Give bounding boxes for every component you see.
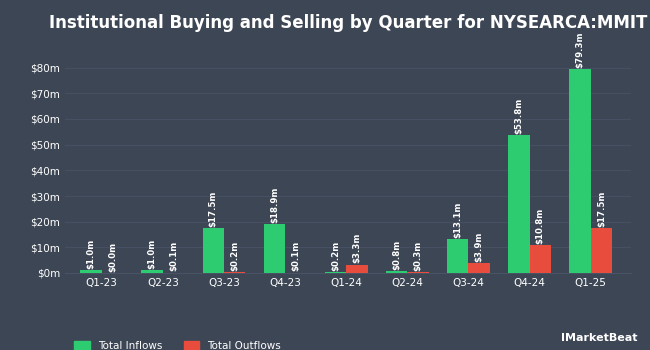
Bar xyxy=(346,265,368,273)
Text: $17.5m: $17.5m xyxy=(597,190,606,227)
Bar xyxy=(203,228,224,273)
Bar xyxy=(408,272,429,273)
Text: $10.8m: $10.8m xyxy=(536,208,545,244)
Bar xyxy=(530,245,551,273)
Text: $1.0m: $1.0m xyxy=(148,239,157,269)
Legend: Total Inflows, Total Outflows: Total Inflows, Total Outflows xyxy=(70,337,285,350)
Bar xyxy=(81,271,101,273)
Text: $0.3m: $0.3m xyxy=(413,241,423,271)
Text: ⅠMarketBeat: ⅠMarketBeat xyxy=(560,333,637,343)
Text: $18.9m: $18.9m xyxy=(270,187,279,223)
Bar xyxy=(469,263,490,273)
Text: $79.3m: $79.3m xyxy=(575,32,584,68)
Text: $13.1m: $13.1m xyxy=(453,202,462,238)
Text: $53.8m: $53.8m xyxy=(514,97,523,134)
Text: $0.1m: $0.1m xyxy=(169,241,178,272)
Text: $0.2m: $0.2m xyxy=(230,241,239,271)
Bar xyxy=(591,228,612,273)
Bar xyxy=(386,271,408,273)
Text: $0.0m: $0.0m xyxy=(108,241,117,272)
Bar xyxy=(508,135,530,273)
Text: $0.1m: $0.1m xyxy=(291,241,300,272)
Text: $3.9m: $3.9m xyxy=(474,231,484,262)
Text: $0.2m: $0.2m xyxy=(331,241,340,271)
Text: $0.8m: $0.8m xyxy=(392,239,401,270)
Bar xyxy=(447,239,469,273)
Bar xyxy=(264,224,285,273)
Bar xyxy=(569,69,591,273)
Text: $3.3m: $3.3m xyxy=(352,233,361,263)
Text: $17.5m: $17.5m xyxy=(209,190,218,227)
Title: Institutional Buying and Selling by Quarter for NYSEARCA:MMIT: Institutional Buying and Selling by Quar… xyxy=(49,14,647,32)
Text: $1.0m: $1.0m xyxy=(86,239,96,269)
Bar xyxy=(142,271,162,273)
